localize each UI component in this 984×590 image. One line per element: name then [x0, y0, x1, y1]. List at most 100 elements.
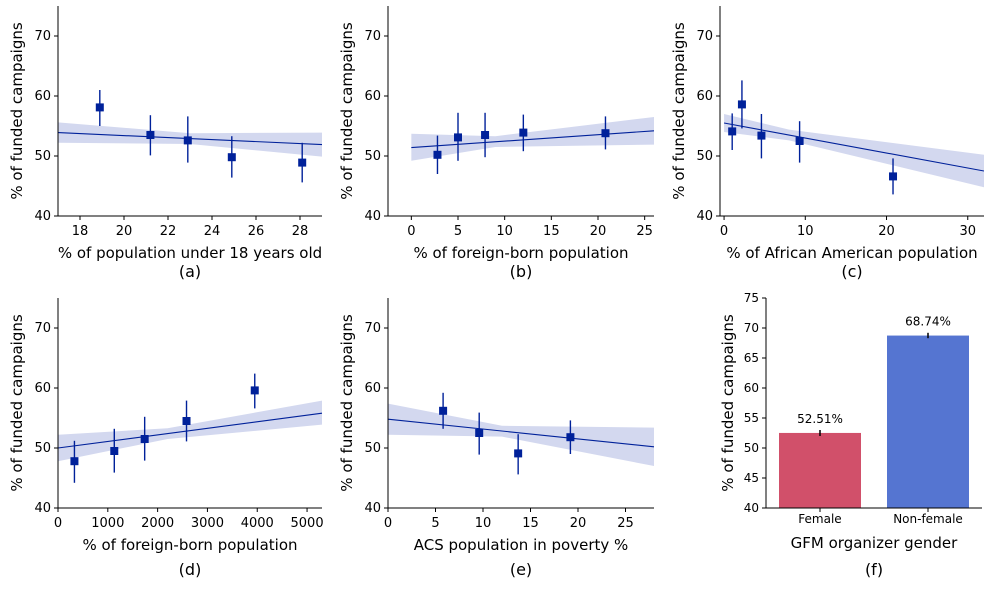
x-tick-label: 28	[292, 224, 309, 239]
y-tick-label: 55	[744, 411, 759, 425]
y-tick-label: 65	[744, 351, 759, 365]
x-tick-label: 0	[720, 224, 728, 239]
y-axis-label: % of funded campaigns	[719, 314, 737, 492]
x-tick-label: 1000	[91, 516, 124, 531]
data-point	[728, 127, 737, 136]
y-tick-label: 70	[364, 321, 381, 336]
x-axis-label: % of population under 18 years old	[58, 244, 322, 262]
y-tick-label: 40	[696, 209, 713, 224]
y-tick-label: 40	[34, 209, 51, 224]
x-tick-label: 5000	[291, 516, 324, 531]
y-tick-label: 60	[34, 381, 51, 396]
y-tick-label: 70	[364, 29, 381, 44]
x-axis-label: ACS population in poverty %	[414, 536, 629, 554]
data-point	[439, 406, 448, 415]
data-point	[481, 131, 490, 139]
data-point	[566, 433, 575, 442]
data-point	[70, 457, 79, 466]
confidence-band	[724, 114, 984, 188]
x-tick-label: 0	[54, 516, 62, 531]
data-point	[519, 128, 528, 137]
x-tick-label: 0	[407, 224, 415, 239]
data-point	[454, 133, 462, 142]
data-point	[475, 429, 484, 437]
data-point	[795, 137, 804, 145]
data-point	[146, 131, 155, 139]
y-axis-label: % of funded campaigns	[8, 314, 26, 492]
panel-label: (c)	[841, 262, 862, 281]
panel-label: (f)	[865, 560, 883, 579]
data-point	[757, 131, 766, 140]
panel-label: (d)	[179, 560, 202, 579]
y-tick-label: 70	[34, 29, 51, 44]
y-tick-label: 40	[34, 501, 51, 516]
data-label: 52.51%	[797, 412, 843, 426]
x-axis-label: % of foreign-born population	[82, 536, 297, 554]
data-label: 68.74%	[905, 315, 951, 329]
y-tick-label: 45	[744, 471, 759, 485]
data-point	[227, 153, 236, 162]
regression-line	[57, 412, 323, 449]
x-tick-label: 5	[431, 516, 439, 531]
chart-panel-4: 0 1000 2000 3000 4000 5000 % of foreign-born p…	[8, 298, 324, 579]
y-tick-label: 50	[34, 149, 51, 164]
data-point	[182, 417, 191, 425]
x-tick-label: 10	[496, 224, 513, 239]
x-tick-label: 20	[590, 224, 607, 239]
y-tick-label: 75	[744, 291, 759, 305]
bar	[887, 335, 969, 508]
data-point	[889, 172, 898, 181]
y-tick-label: 60	[744, 381, 759, 395]
y-tick-label: 40	[744, 501, 759, 515]
panel-label: (a)	[179, 262, 201, 281]
data-point	[737, 100, 746, 109]
chart-panel-1: 18 20 22 24 26 28 % of population under 18 yea…	[8, 6, 322, 281]
y-tick-label: 70	[696, 29, 713, 44]
bar	[779, 432, 861, 508]
y-tick-label: 50	[34, 441, 51, 456]
data-point	[250, 386, 259, 395]
x-tick-label: 5	[454, 224, 462, 239]
x-tick-label: 3000	[191, 516, 224, 531]
x-tick-label: 2000	[141, 516, 174, 531]
regression-line	[411, 130, 655, 149]
data-point	[601, 129, 610, 138]
x-tick-label: 22	[160, 224, 177, 239]
x-tick-label: 25	[636, 224, 653, 239]
regression-line	[723, 122, 984, 172]
panel-label: (e)	[510, 560, 532, 579]
x-tick-label: 0	[384, 516, 392, 531]
data-point	[298, 158, 307, 167]
chart-panel-2: 0 5 10 15 20 25 % of foreign-born population 40…	[338, 6, 655, 281]
x-tick-label: 10	[475, 516, 492, 531]
y-tick-label: 70	[34, 321, 51, 336]
confidence-band	[388, 403, 654, 466]
x-axis-label: % of African American population	[726, 244, 977, 262]
x-tick-label: 20	[116, 224, 133, 239]
x-tick-label: 20	[878, 224, 895, 239]
x-tick-label: 26	[248, 224, 265, 239]
data-point	[95, 103, 104, 112]
data-point	[140, 435, 149, 443]
data-point	[183, 136, 192, 145]
x-axis-label: GFM organizer gender	[791, 534, 958, 552]
x-tick-label: 10	[797, 224, 814, 239]
x-tick-label: Female	[798, 512, 841, 526]
y-tick-label: 40	[364, 501, 381, 516]
y-tick-label: 70	[744, 321, 759, 335]
data-point	[433, 150, 442, 159]
y-tick-label: 50	[696, 149, 713, 164]
x-tick-label: 25	[617, 516, 634, 531]
x-tick-label: 30	[959, 224, 976, 239]
y-tick-label: 60	[364, 381, 381, 396]
y-tick-label: 40	[364, 209, 381, 224]
y-tick-label: 60	[696, 89, 713, 104]
x-tick-label: 24	[204, 224, 221, 239]
x-tick-label: 20	[570, 516, 587, 531]
y-tick-label: 60	[34, 89, 51, 104]
x-tick-label: 15	[522, 516, 539, 531]
y-axis-label: % of funded campaigns	[8, 22, 26, 200]
panel-label: (b)	[510, 262, 533, 281]
x-tick-label: 4000	[241, 516, 274, 531]
